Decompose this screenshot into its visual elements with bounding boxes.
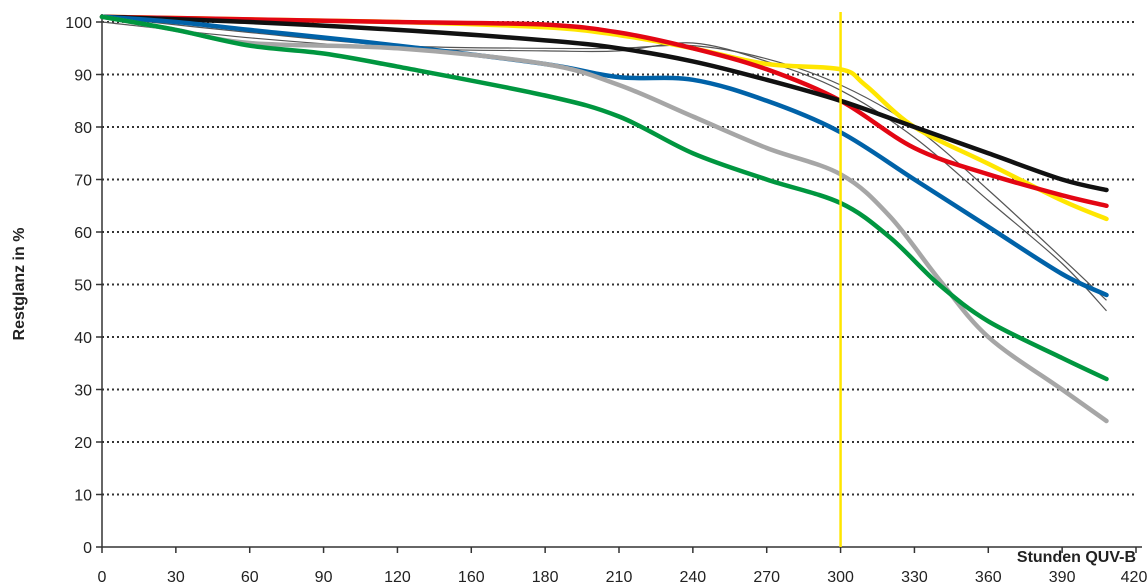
x-tick-label: 90 [315, 569, 333, 586]
x-tick-label: 180 [532, 569, 559, 586]
y-axis-title: Restglanz in % [11, 228, 28, 341]
tick-labels: 0 10 20 30 40 50 60 70 80 90 100 0 30 60 90 120 160 180 21… [65, 15, 1147, 586]
x-tick-label: 30 [167, 569, 185, 586]
y-tick-label: 60 [74, 225, 92, 242]
x-tick-label: 420 [1121, 569, 1147, 586]
series-line [99, 14, 1109, 209]
series-line [99, 14, 1109, 298]
series-line [99, 14, 1109, 382]
x-tick-label: 210 [606, 569, 633, 586]
series-line [99, 14, 1109, 193]
thin-series-line [101, 16, 1107, 301]
y-tick-label: 0 [83, 540, 92, 557]
y-tick-label: 80 [74, 120, 92, 137]
y-tick-label: 30 [74, 383, 92, 400]
series-line [99, 14, 1109, 424]
series-lines [99, 14, 1109, 424]
x-tick-label: 300 [827, 569, 854, 586]
x-tick-label: 390 [1049, 569, 1076, 586]
x-tick-label: 330 [901, 569, 928, 586]
y-tick-label: 50 [74, 278, 92, 295]
y-tick-label: 100 [65, 15, 92, 32]
y-tick-label: 40 [74, 330, 92, 347]
y-tick-label: 90 [74, 68, 92, 85]
y-tick-label: 10 [74, 488, 92, 505]
axes [96, 14, 1142, 553]
grid-lines [102, 21, 1136, 496]
y-tick-label: 70 [74, 173, 92, 190]
x-tick-label: 60 [241, 569, 259, 586]
x-tick-label: 270 [753, 569, 780, 586]
y-tick-label: 20 [74, 435, 92, 452]
x-tick-label: 120 [384, 569, 411, 586]
x-tick-label: 160 [458, 569, 485, 586]
x-axis-title: Stunden QUV-B [1017, 549, 1136, 566]
x-tick-label: 240 [680, 569, 707, 586]
x-tick-label: 360 [975, 569, 1002, 586]
x-tick-label: 0 [98, 569, 107, 586]
